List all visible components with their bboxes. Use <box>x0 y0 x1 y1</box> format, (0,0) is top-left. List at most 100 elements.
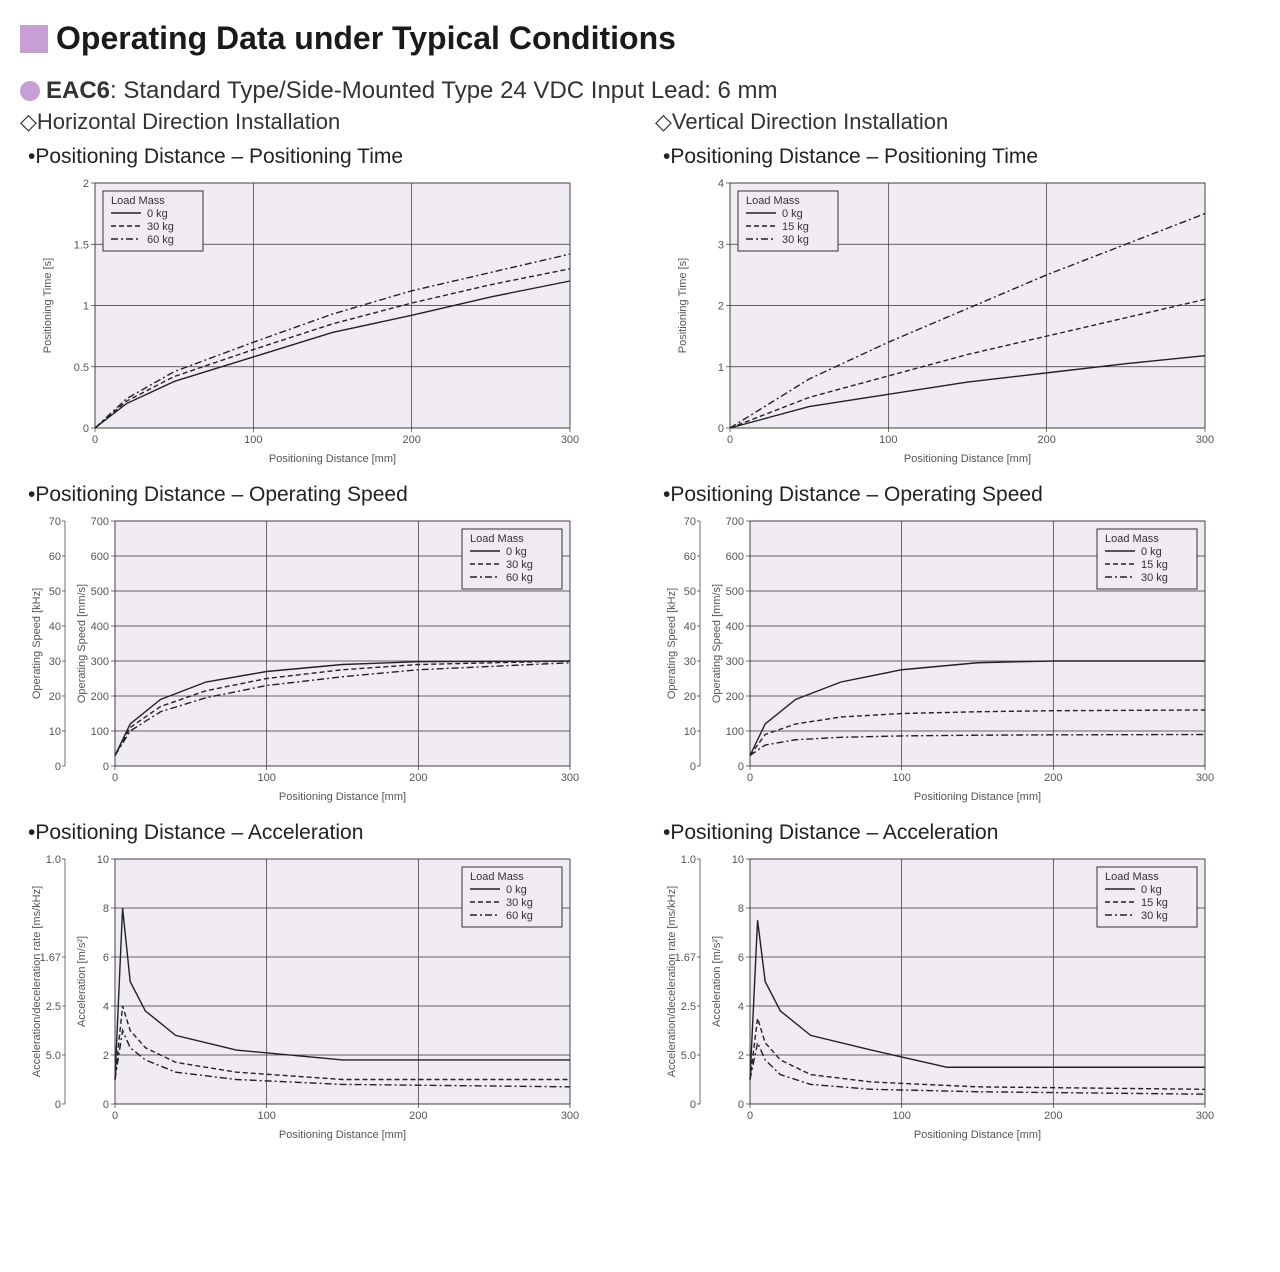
svg-text:0: 0 <box>690 1099 696 1111</box>
svg-text:1.5: 1.5 <box>74 239 89 251</box>
left-column: ◇Horizontal Direction Installation •Posi… <box>20 105 625 1149</box>
svg-text:500: 500 <box>91 586 109 598</box>
svg-text:2: 2 <box>738 1050 744 1062</box>
title-square-icon <box>20 25 48 53</box>
svg-text:10: 10 <box>732 854 744 866</box>
svg-text:200: 200 <box>1044 1110 1062 1122</box>
left-heading: ◇Horizontal Direction Installation <box>20 109 625 135</box>
svg-text:Positioning Distance [mm]: Positioning Distance [mm] <box>914 791 1041 803</box>
svg-text:Positioning Time [s]: Positioning Time [s] <box>42 258 54 353</box>
svg-text:1: 1 <box>718 362 724 374</box>
svg-text:30 kg: 30 kg <box>782 234 809 246</box>
svg-text:Positioning Distance [mm]: Positioning Distance [mm] <box>279 791 406 803</box>
chart-title: •Positioning Distance – Acceleration <box>663 821 1260 845</box>
svg-text:0: 0 <box>55 761 61 773</box>
svg-text:300: 300 <box>91 656 109 668</box>
svg-text:Acceleration [m/s²]: Acceleration [m/s²] <box>76 936 88 1027</box>
svg-text:5.0: 5.0 <box>681 1050 696 1062</box>
svg-text:Positioning Distance [mm]: Positioning Distance [mm] <box>904 453 1031 465</box>
svg-text:Positioning Distance [mm]: Positioning Distance [mm] <box>269 453 396 465</box>
svg-text:0: 0 <box>83 423 89 435</box>
svg-text:6: 6 <box>738 952 744 964</box>
svg-text:0: 0 <box>727 434 733 446</box>
svg-text:100: 100 <box>892 1110 910 1122</box>
svg-text:Positioning Distance [mm]: Positioning Distance [mm] <box>914 1129 1041 1141</box>
svg-text:15 kg: 15 kg <box>782 221 809 233</box>
svg-text:1: 1 <box>83 301 89 313</box>
svg-text:Operating Speed [mm/s]: Operating Speed [mm/s] <box>711 584 723 703</box>
svg-text:6: 6 <box>103 952 109 964</box>
svg-text:60 kg: 60 kg <box>506 910 533 922</box>
product-desc: : Standard Type/Side-Mounted Type 24 VDC… <box>110 77 778 104</box>
svg-text:60: 60 <box>49 551 61 563</box>
svg-text:Load Mass: Load Mass <box>470 871 524 883</box>
svg-text:500: 500 <box>726 586 744 598</box>
svg-text:300: 300 <box>1196 434 1214 446</box>
chart-h-ac: 01002003000246810Positioning Distance [m… <box>20 849 590 1149</box>
svg-text:4: 4 <box>103 1001 109 1013</box>
svg-text:2: 2 <box>83 178 89 190</box>
svg-text:10: 10 <box>684 726 696 738</box>
chart-h-os: 01002003000100200300400500600700Position… <box>20 511 590 811</box>
svg-text:0.5: 0.5 <box>74 362 89 374</box>
svg-text:200: 200 <box>409 772 427 784</box>
svg-text:0 kg: 0 kg <box>782 208 803 220</box>
svg-text:200: 200 <box>1044 772 1062 784</box>
svg-text:Load Mass: Load Mass <box>1105 533 1159 545</box>
svg-text:10: 10 <box>97 854 109 866</box>
svg-text:50: 50 <box>49 586 61 598</box>
chart-h-pt: 010020030000.511.52Positioning Distance … <box>20 173 590 473</box>
svg-text:40: 40 <box>684 621 696 633</box>
svg-text:3: 3 <box>718 239 724 251</box>
svg-text:0: 0 <box>738 761 744 773</box>
svg-text:Acceleration [m/s²]: Acceleration [m/s²] <box>711 936 723 1027</box>
page-title-text: Operating Data under Typical Conditions <box>56 20 676 57</box>
svg-text:Load Mass: Load Mass <box>1105 871 1159 883</box>
svg-text:0: 0 <box>112 1110 118 1122</box>
svg-text:30: 30 <box>684 656 696 668</box>
svg-text:4: 4 <box>718 178 724 190</box>
svg-text:50: 50 <box>684 586 696 598</box>
svg-text:15 kg: 15 kg <box>1141 897 1168 909</box>
svg-text:Positioning Distance [mm]: Positioning Distance [mm] <box>279 1129 406 1141</box>
chart-title: •Positioning Distance – Acceleration <box>28 821 625 845</box>
svg-text:0: 0 <box>103 1099 109 1111</box>
svg-text:200: 200 <box>409 1110 427 1122</box>
svg-text:60: 60 <box>684 551 696 563</box>
svg-text:2.5: 2.5 <box>681 1001 696 1013</box>
svg-text:Operating Speed [kHz]: Operating Speed [kHz] <box>666 588 678 699</box>
svg-text:200: 200 <box>726 691 744 703</box>
svg-text:100: 100 <box>879 434 897 446</box>
svg-text:Operating Speed [mm/s]: Operating Speed [mm/s] <box>76 584 88 703</box>
svg-text:400: 400 <box>726 621 744 633</box>
svg-text:0: 0 <box>55 1099 61 1111</box>
svg-text:0: 0 <box>738 1099 744 1111</box>
svg-text:30 kg: 30 kg <box>506 559 533 571</box>
svg-text:100: 100 <box>892 772 910 784</box>
svg-text:Acceleration/deceleration rate: Acceleration/deceleration rate [ms/kHz] <box>31 886 43 1077</box>
svg-text:300: 300 <box>561 434 579 446</box>
product-subtitle: EAC6: Standard Type/Side-Mounted Type 24… <box>20 77 1260 105</box>
svg-text:1.0: 1.0 <box>681 854 696 866</box>
svg-text:70: 70 <box>684 516 696 528</box>
chart-v-os: 01002003000100200300400500600700Position… <box>655 511 1225 811</box>
svg-text:20: 20 <box>49 691 61 703</box>
chart-title: •Positioning Distance – Operating Speed <box>28 483 625 507</box>
svg-text:30: 30 <box>49 656 61 668</box>
svg-text:0: 0 <box>92 434 98 446</box>
svg-text:Load Mass: Load Mass <box>470 533 524 545</box>
svg-text:100: 100 <box>91 726 109 738</box>
svg-text:40: 40 <box>49 621 61 633</box>
svg-text:0 kg: 0 kg <box>1141 546 1162 558</box>
right-heading: ◇Vertical Direction Installation <box>655 109 1260 135</box>
svg-text:1.0: 1.0 <box>46 854 61 866</box>
svg-text:600: 600 <box>726 551 744 563</box>
svg-text:4: 4 <box>738 1001 744 1013</box>
svg-text:8: 8 <box>103 903 109 915</box>
product-code: EAC6 <box>46 77 110 104</box>
svg-text:0: 0 <box>747 1110 753 1122</box>
svg-text:0 kg: 0 kg <box>506 884 527 896</box>
svg-text:100: 100 <box>244 434 262 446</box>
svg-text:700: 700 <box>726 516 744 528</box>
svg-text:Positioning Time [s]: Positioning Time [s] <box>677 258 689 353</box>
